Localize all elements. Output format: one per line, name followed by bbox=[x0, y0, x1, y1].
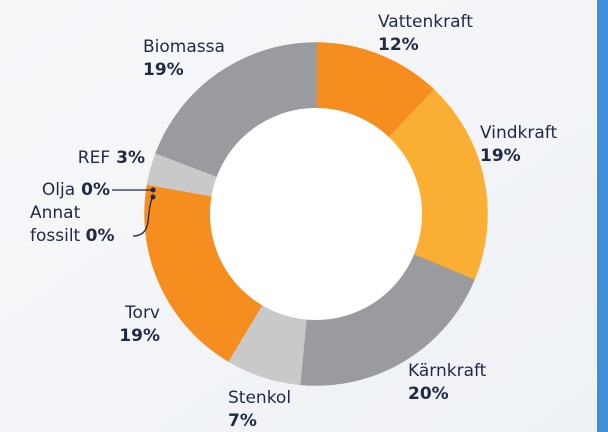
category-name: REF bbox=[78, 148, 110, 168]
category-label: REF 3% bbox=[78, 148, 145, 168]
category-name: Annat fossilt bbox=[30, 203, 86, 246]
leader-dot bbox=[150, 187, 156, 193]
category-name: Vindkraft bbox=[480, 123, 557, 143]
category-name: Olja bbox=[42, 180, 75, 200]
category-name: Kärnkraft bbox=[408, 361, 487, 381]
value-label: 0% bbox=[86, 226, 115, 246]
leader-line bbox=[132, 196, 154, 237]
slices bbox=[144, 42, 488, 386]
category-label: Annat fossilt 0% bbox=[30, 203, 115, 246]
value-label: 20% bbox=[408, 384, 449, 404]
category-name: Stenkol bbox=[228, 388, 291, 408]
side-bar bbox=[597, 0, 608, 432]
category-label: Olja 0% bbox=[42, 180, 110, 200]
value-label: 19% bbox=[119, 326, 160, 346]
value-label: 19% bbox=[143, 60, 184, 80]
leader-dot bbox=[150, 194, 156, 200]
name-line: Annat bbox=[30, 203, 81, 223]
labels: Vattenkraft 12% Vindkraft 19% Kärnkraft 20% St… bbox=[30, 12, 557, 431]
value-label: 19% bbox=[480, 146, 521, 166]
value-label: 0% bbox=[81, 180, 110, 200]
donut-hole bbox=[210, 108, 422, 320]
value-label: 12% bbox=[378, 35, 419, 55]
category-name: Biomassa bbox=[143, 37, 225, 57]
category-name: Vattenkraft bbox=[378, 12, 473, 32]
name-line: fossilt bbox=[30, 226, 81, 246]
value-label: 7% bbox=[228, 411, 257, 431]
category-name: Torv bbox=[124, 303, 160, 323]
value-label: 3% bbox=[116, 148, 145, 168]
